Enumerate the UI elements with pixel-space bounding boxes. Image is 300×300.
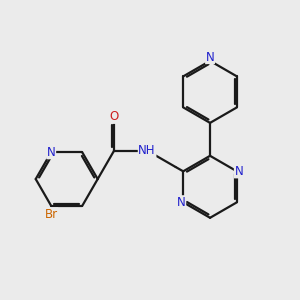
Text: N: N	[177, 196, 186, 209]
Text: N: N	[235, 165, 243, 178]
Text: Br: Br	[45, 208, 58, 221]
Text: NH: NH	[138, 144, 156, 157]
Text: N: N	[47, 146, 56, 159]
Text: O: O	[110, 110, 119, 123]
Text: N: N	[206, 50, 214, 64]
